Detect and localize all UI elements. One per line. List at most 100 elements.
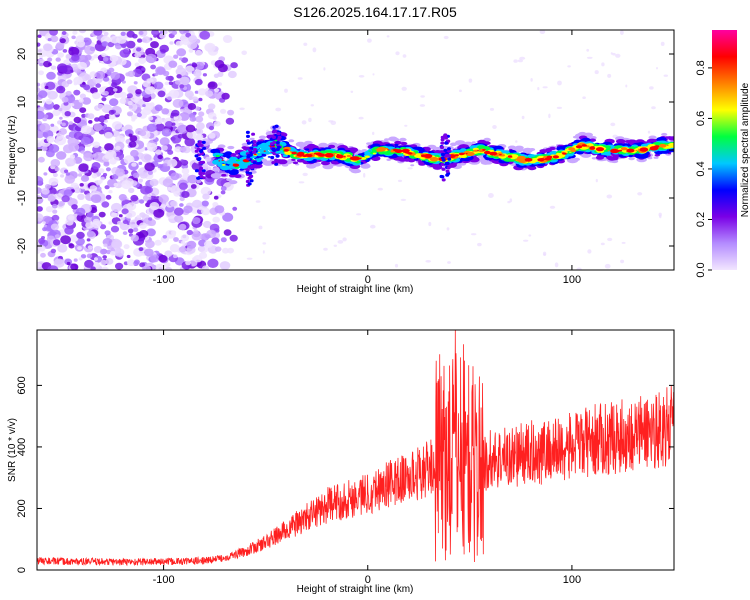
noise-speckle <box>178 182 188 190</box>
snr-series-line <box>37 330 674 567</box>
ridge-blob <box>399 137 407 142</box>
noise-speckle <box>78 257 83 261</box>
noise-speckle <box>61 195 70 203</box>
ridge-blob <box>581 137 591 143</box>
ridge-spike <box>198 161 203 165</box>
noise-speckle <box>56 85 66 94</box>
ridge-blob <box>218 160 220 162</box>
light-speckle <box>342 237 347 242</box>
noise-speckle <box>217 82 222 86</box>
noise-speckle <box>132 33 138 39</box>
light-speckle <box>621 241 626 244</box>
noise-speckle <box>91 173 98 179</box>
noise-speckle <box>37 206 43 212</box>
noise-speckle <box>113 182 119 187</box>
ridge-blob <box>291 151 297 155</box>
noise-speckle <box>154 81 164 90</box>
noise-speckle <box>113 248 125 257</box>
ridge-blob <box>496 149 501 152</box>
light-speckle <box>404 124 408 127</box>
noise-speckle <box>41 187 50 195</box>
ridge-blob <box>212 167 221 172</box>
noise-speckle <box>104 230 111 236</box>
noise-speckle <box>84 54 92 61</box>
noise-speckle <box>181 191 190 198</box>
noise-speckle <box>91 162 101 170</box>
light-speckle <box>620 259 625 264</box>
light-speckle <box>446 227 450 231</box>
noise-speckle <box>198 111 205 117</box>
noise-speckle <box>186 240 197 249</box>
light-speckle <box>323 247 328 251</box>
noise-speckle <box>165 121 173 128</box>
noise-speckle <box>110 71 120 80</box>
noise-speckle <box>188 48 194 53</box>
light-speckle <box>372 73 375 76</box>
noise-speckle <box>139 262 146 268</box>
ridge-blob <box>620 147 628 151</box>
light-speckle <box>542 86 548 89</box>
noise-speckle <box>175 67 187 76</box>
ridge-blob <box>403 158 411 162</box>
noise-speckle <box>192 217 201 225</box>
noise-speckle <box>118 194 127 201</box>
noise-speckle <box>115 145 121 151</box>
light-speckle <box>557 80 562 86</box>
ridge-blob <box>221 159 224 161</box>
noise-speckle <box>220 186 227 191</box>
noise-speckle <box>174 79 181 85</box>
noise-speckle <box>128 89 133 93</box>
x-tick-label: 0 <box>365 574 371 586</box>
ridge-blob <box>595 155 605 160</box>
noise-speckle <box>205 234 211 239</box>
light-speckle <box>301 120 307 125</box>
noise-speckle <box>158 254 168 263</box>
noise-speckle <box>56 151 67 160</box>
noise-speckle <box>58 128 67 135</box>
noise-speckle <box>222 35 233 43</box>
noise-speckle <box>93 123 103 132</box>
noise-speckle <box>186 130 197 139</box>
ridge-blob <box>310 152 313 154</box>
noise-speckle <box>77 246 82 251</box>
ridge-blob <box>267 156 271 158</box>
noise-speckle <box>146 123 157 132</box>
noise-speckle <box>122 219 129 224</box>
noise-speckle <box>165 76 171 81</box>
noise-speckle <box>232 206 238 211</box>
light-speckle <box>607 73 612 78</box>
noise-speckle <box>114 93 120 98</box>
noise-speckle <box>220 237 227 243</box>
ridge-blob <box>234 166 240 169</box>
colorbar-ticks: 0.0 0.2 0.4 0.6 0.8 <box>695 60 712 278</box>
ridge-blob <box>210 148 221 154</box>
light-speckle <box>322 215 326 220</box>
light-speckle <box>302 172 308 177</box>
ridge-spike <box>201 171 206 175</box>
noise-speckle <box>101 201 110 208</box>
noise-speckle <box>157 164 163 169</box>
ridge-blob <box>386 158 392 161</box>
noise-speckle <box>197 88 207 96</box>
noise-speckle <box>75 35 85 43</box>
noise-speckle <box>146 142 158 152</box>
light-speckle <box>330 120 337 126</box>
ridge-spike <box>274 158 279 162</box>
ridge-blob <box>228 180 238 185</box>
noise-speckle <box>84 259 94 268</box>
noise-speckle <box>126 40 136 49</box>
ridge-blob <box>292 161 299 165</box>
noise-speckle <box>54 167 60 172</box>
noise-speckle <box>171 30 178 36</box>
light-speckle <box>554 262 559 268</box>
noise-speckle <box>53 258 65 268</box>
spectrogram-x-ticks: -100 0 100 <box>153 30 581 286</box>
light-speckle <box>507 200 511 204</box>
light-speckle <box>386 35 390 38</box>
ridge-spike <box>440 141 445 145</box>
ridge-blob <box>645 149 648 151</box>
ridge-blob <box>262 146 268 149</box>
ridge-blob <box>360 163 371 169</box>
noise-speckle <box>139 230 149 238</box>
noise-speckle <box>100 259 107 266</box>
